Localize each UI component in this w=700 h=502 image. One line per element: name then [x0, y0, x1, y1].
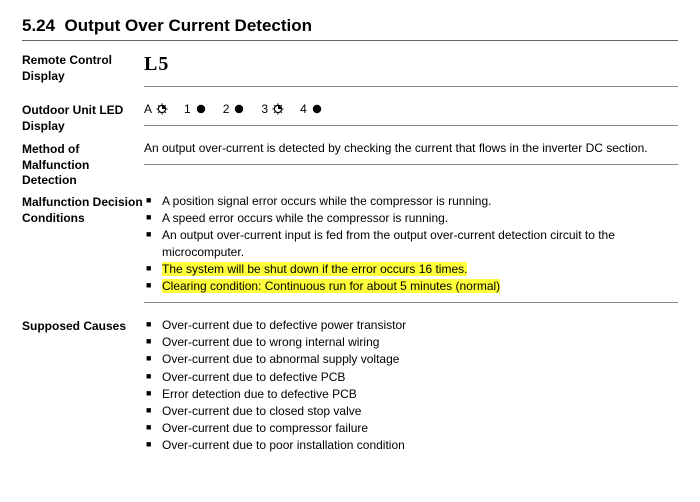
section-number: 5.24 [22, 16, 55, 35]
led-number: 2 [223, 101, 230, 117]
list-item: A speed error occurs while the compresso… [144, 210, 678, 226]
led-blink-icon [156, 103, 168, 115]
list-item: Over-current due to closed stop valve [144, 403, 678, 419]
led-indicator-row: A 1 2 3 4 [144, 101, 678, 117]
highlighted-text: Clearing condition: Continuous run for a… [162, 279, 500, 293]
list-item: Over-current due to compressor failure [144, 420, 678, 436]
value-causes: Over-current due to defective power tran… [144, 317, 678, 455]
divider [144, 86, 678, 87]
label-detection: Method of Malfunction Detection [22, 140, 144, 189]
led-indicator: 3 [261, 101, 284, 117]
row-led-display: Outdoor Unit LED Display A 1 2 3 4 [22, 101, 678, 136]
row-detection: Method of Malfunction Detection An outpu… [22, 140, 678, 189]
led-indicator: 1 [184, 101, 207, 117]
led-indicator: 4 [300, 101, 323, 117]
list-item: Over-current due to poor installation co… [144, 437, 678, 453]
list-item: Over-current due to defective power tran… [144, 317, 678, 333]
led-blink-icon [272, 103, 284, 115]
label-remote-display: Remote Control Display [22, 51, 144, 84]
value-conditions: A position signal error occurs while the… [144, 193, 678, 313]
list-item: A position signal error occurs while the… [144, 193, 678, 209]
led-number: 3 [261, 101, 268, 117]
label-causes: Supposed Causes [22, 317, 144, 335]
list-item: Over-current due to defective PCB [144, 369, 678, 385]
list-item: An output over-current input is fed from… [144, 227, 678, 259]
heading-rule [22, 40, 678, 41]
detection-text: An output over-current is detected by ch… [144, 141, 648, 155]
section-heading: 5.24 Output Over Current Detection [22, 16, 678, 36]
list-item: Over-current due to abnormal supply volt… [144, 351, 678, 367]
led-on-icon [311, 103, 323, 115]
row-causes: Supposed Causes Over-current due to defe… [22, 317, 678, 455]
remote-display-code: L5 [144, 53, 169, 75]
divider [144, 125, 678, 126]
led-on-icon [195, 103, 207, 115]
led-indicator: 2 [223, 101, 246, 117]
highlighted-text: The system will be shut down if the erro… [162, 262, 467, 276]
row-conditions: Malfunction Decision Conditions A positi… [22, 193, 678, 313]
list-item: Over-current due to wrong internal wirin… [144, 334, 678, 350]
label-led-display: Outdoor Unit LED Display [22, 101, 144, 134]
led-indicator: A [144, 101, 168, 117]
value-detection: An output over-current is detected by ch… [144, 140, 678, 175]
divider [144, 164, 678, 165]
value-remote-display: L5 [144, 51, 678, 97]
list-item: Clearing condition: Continuous run for a… [144, 278, 678, 294]
led-number: 4 [300, 101, 307, 117]
causes-list: Over-current due to defective power tran… [144, 317, 678, 454]
value-led-display: A 1 2 3 4 [144, 101, 678, 136]
row-remote-display: Remote Control Display L5 [22, 51, 678, 97]
led-on-icon [233, 103, 245, 115]
section-title-text: Output Over Current Detection [65, 16, 312, 35]
label-conditions: Malfunction Decision Conditions [22, 193, 144, 226]
list-item: Error detection due to defective PCB [144, 386, 678, 402]
list-item: The system will be shut down if the erro… [144, 261, 678, 277]
conditions-list: A position signal error occurs while the… [144, 193, 678, 294]
led-number: 1 [184, 101, 191, 117]
led-number: A [144, 101, 152, 117]
divider [144, 302, 678, 303]
